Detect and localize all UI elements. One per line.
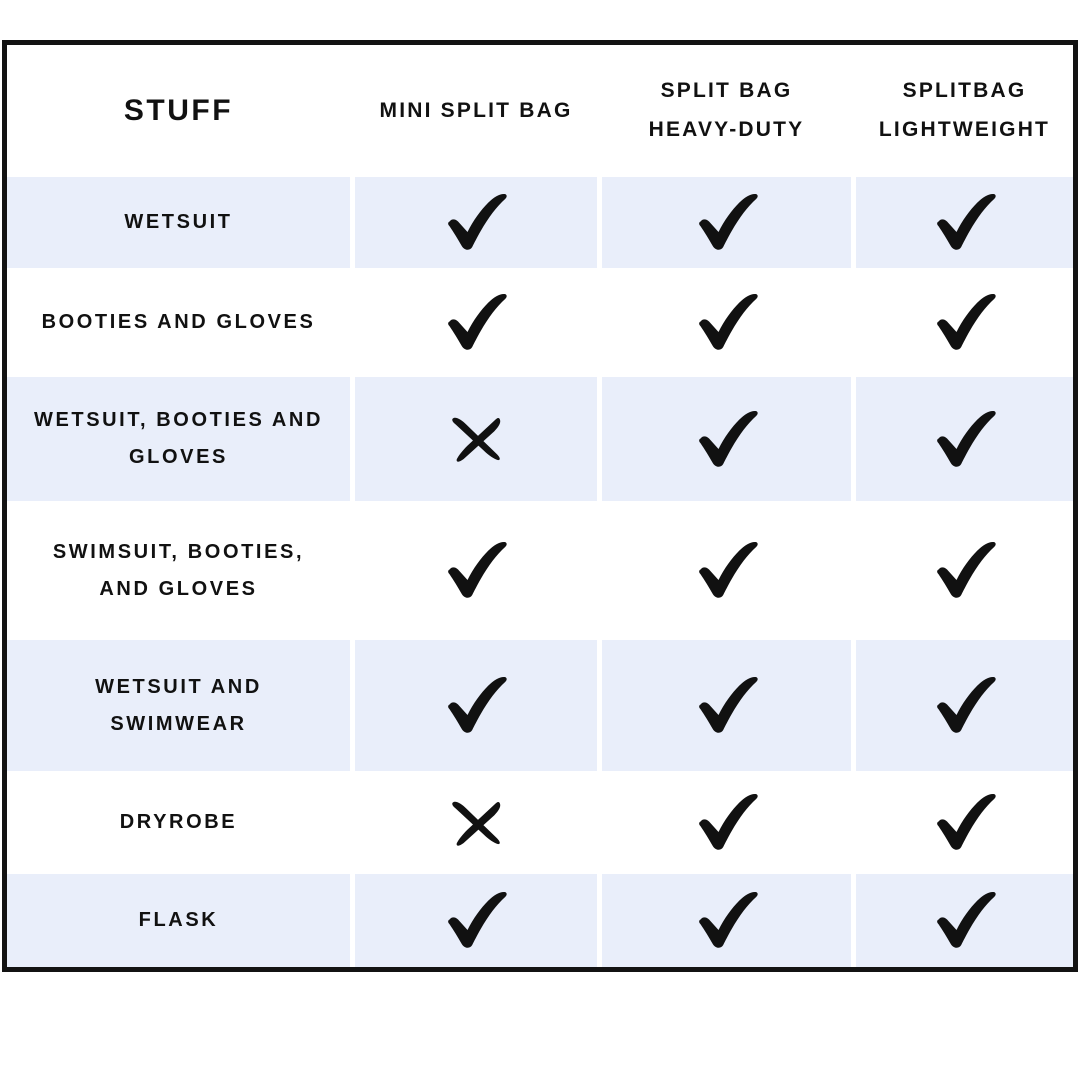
check-cell xyxy=(856,501,1073,640)
check-cell xyxy=(602,377,851,501)
check-cell xyxy=(602,268,851,377)
check-icon xyxy=(698,542,758,598)
cross-cell xyxy=(355,377,597,501)
check-icon xyxy=(698,194,758,250)
cross-cell xyxy=(355,771,597,874)
check-cell xyxy=(355,177,597,268)
check-cell xyxy=(856,177,1073,268)
column-header-mini-split-bag: MINI SPLIT BAG xyxy=(355,45,597,177)
column-header-split-bag-heavy-duty: SPLIT BAG HEAVY-DUTY xyxy=(602,45,851,177)
check-icon xyxy=(936,294,996,350)
check-icon xyxy=(936,194,996,250)
column-header-splitbag-lightweight: SPLITBAG LIGHTWEIGHT xyxy=(856,45,1073,177)
check-cell xyxy=(602,640,851,771)
check-icon xyxy=(936,542,996,598)
row-label: WETSUIT, BOOTIES AND GLOVES xyxy=(7,377,350,501)
check-icon xyxy=(936,410,996,467)
check-cell xyxy=(355,501,597,640)
row-label: SWIMSUIT, BOOTIES, AND GLOVES xyxy=(7,501,350,640)
row-label: WETSUIT xyxy=(7,177,350,268)
row-label: WETSUIT AND SWIMWEAR xyxy=(7,640,350,771)
check-icon xyxy=(698,410,758,467)
check-cell xyxy=(856,874,1073,967)
check-cell xyxy=(856,640,1073,771)
check-icon xyxy=(448,677,507,733)
column-header-stuff: STUFF xyxy=(7,45,350,177)
check-icon xyxy=(698,794,758,850)
check-cell xyxy=(856,268,1073,377)
row-label: BOOTIES AND GLOVES xyxy=(7,268,350,377)
table-frame: STUFF MINI SPLIT BAG SPLIT BAG HEAVY-DUT… xyxy=(2,40,1078,972)
check-icon xyxy=(936,892,996,948)
x-icon xyxy=(452,417,501,462)
check-icon xyxy=(448,294,507,350)
check-icon xyxy=(698,677,758,733)
x-icon xyxy=(452,801,501,846)
check-cell xyxy=(355,874,597,967)
check-cell xyxy=(856,377,1073,501)
check-icon xyxy=(698,294,758,350)
check-cell xyxy=(602,177,851,268)
row-label: FLASK xyxy=(7,874,350,967)
row-label: DRYROBE xyxy=(7,771,350,874)
check-cell xyxy=(602,874,851,967)
check-icon xyxy=(448,892,507,948)
comparison-table: STUFF MINI SPLIT BAG SPLIT BAG HEAVY-DUT… xyxy=(7,45,1073,967)
check-icon xyxy=(448,194,507,250)
check-icon xyxy=(936,677,996,733)
check-icon xyxy=(448,542,507,598)
check-icon xyxy=(698,892,758,948)
check-cell xyxy=(856,771,1073,874)
check-cell xyxy=(602,771,851,874)
check-cell xyxy=(602,501,851,640)
check-cell xyxy=(355,640,597,771)
check-icon xyxy=(936,794,996,850)
check-cell xyxy=(355,268,597,377)
